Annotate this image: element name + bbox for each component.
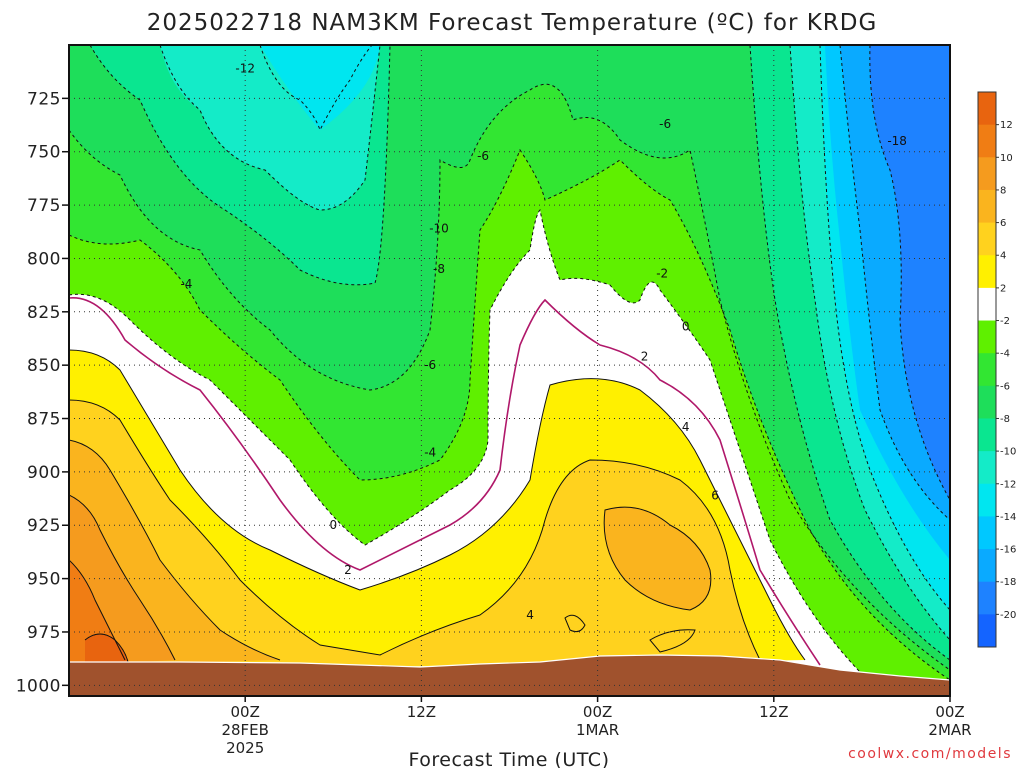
contour-label: -4 — [180, 277, 192, 291]
colorbar-label: -14 — [1000, 512, 1016, 523]
y-tick-label: 975 — [27, 623, 61, 643]
x-tick-label: 00Z — [583, 703, 612, 721]
freezing-line — [69, 297, 821, 666]
colorbar-swatch — [978, 353, 996, 387]
contour-label: -6 — [477, 149, 489, 163]
x-tick-label: 12Z — [759, 703, 788, 721]
contour-label: -2 — [656, 266, 668, 280]
x-tick-label: 2025 — [226, 739, 264, 757]
colorbar-swatch — [978, 418, 996, 452]
contour-label: -8 — [433, 262, 445, 276]
y-axis: 725 750 775 800 825 850 875 900 925 950 975 1000 — [16, 89, 69, 696]
contour-label: 4 — [682, 420, 690, 434]
colorbar-swatch — [978, 157, 996, 191]
colorbar-label: 2 — [1000, 283, 1006, 294]
x-tick-label: 00Z — [935, 703, 964, 721]
x-tick-label: 00Z — [231, 703, 260, 721]
y-tick-label: 950 — [27, 570, 61, 590]
terrain-edge — [69, 654, 950, 681]
grid-lines — [69, 45, 950, 696]
band-plus-12 — [85, 634, 128, 664]
colorbar-label: -6 — [1000, 381, 1010, 392]
plot-frame — [68, 44, 951, 697]
colorbar-swatch — [978, 385, 996, 419]
colorbar-swatch — [978, 255, 996, 289]
x-axis-label: Forecast Time (UTC) — [409, 749, 610, 768]
colorbar-label: -12 — [1000, 479, 1016, 490]
x-tick-label: 12Z — [407, 703, 436, 721]
contour-label: -4 — [424, 446, 436, 460]
y-tick-label: 800 — [27, 249, 61, 269]
colorbar-label: -2 — [1000, 316, 1010, 327]
y-tick-label: 725 — [27, 89, 61, 109]
colorbar-swatch — [978, 549, 996, 583]
colorbar-label: -10 — [1000, 447, 1016, 458]
colorbar-label: 12 — [1000, 120, 1013, 131]
colorbar-label: 10 — [1000, 153, 1013, 164]
x-tick-label: 28FEB — [221, 721, 268, 739]
contour-label: -6 — [424, 358, 436, 372]
colorbar-frame — [977, 91, 997, 648]
y-tick-label: 925 — [27, 516, 61, 536]
contour-label: 2 — [344, 563, 352, 577]
colorbar-label: -18 — [1000, 577, 1016, 588]
colorbar-swatch — [978, 614, 996, 648]
y-tick-label: 850 — [27, 356, 61, 376]
contour-label: 4 — [526, 608, 534, 622]
colorbar-swatch — [978, 189, 996, 224]
contour-label: -10 — [429, 222, 449, 236]
band-plus-6-east — [604, 507, 711, 610]
colorbar-swatch — [978, 222, 996, 256]
credit-text: coolwx.com/models — [848, 746, 1012, 762]
y-tick-label: 775 — [27, 196, 61, 216]
colorbar-swatch — [978, 124, 996, 158]
colorbar-swatch — [978, 92, 996, 126]
contour-label: 0 — [329, 518, 337, 532]
plot-area: -12 -6 -18 -6 -10 -2 -8 -4 0 -6 2 4 -4 6 0 2 4 — [69, 45, 950, 696]
colorbar-label: -8 — [1000, 414, 1010, 425]
contour-label: 6 — [711, 488, 719, 502]
negative-contours — [69, 45, 950, 681]
contour-label: -12 — [235, 61, 255, 75]
positive-contours — [69, 349, 806, 663]
colorbar-label: 8 — [1000, 185, 1006, 196]
x-tick-label: 2MAR — [928, 721, 971, 739]
y-tick-label: 875 — [27, 410, 61, 430]
y-tick-label: 900 — [27, 463, 61, 483]
colorbar-label: 4 — [1000, 251, 1006, 262]
colorbar-swatch — [978, 483, 996, 517]
colorbar-label: -20 — [1000, 610, 1016, 621]
contour-label: -6 — [659, 117, 671, 131]
chart-title: 2025022718 NAM3KM Forecast Temperature (… — [147, 10, 878, 36]
colorbar-swatch — [978, 287, 996, 322]
colorbar-swatch — [978, 320, 996, 354]
colorbar-label: 6 — [1000, 218, 1006, 229]
contour-labels: -12 -6 -18 -6 -10 -2 -8 -4 0 -6 2 4 -4 6 0 2 4 — [180, 61, 907, 622]
band-minus-14-top — [260, 45, 380, 130]
y-tick-label: 1000 — [16, 676, 61, 696]
band-plus-4 — [69, 400, 760, 672]
colorbar-label: -4 — [1000, 349, 1010, 360]
colorbar-swatch — [978, 516, 996, 550]
colorbar-swatch — [978, 451, 996, 485]
y-tick-label: 825 — [27, 303, 61, 323]
colorbar-label: -16 — [1000, 545, 1016, 556]
contour-label: 0 — [682, 320, 690, 334]
contour-label: -18 — [887, 134, 907, 148]
contour-label: 2 — [641, 350, 649, 364]
colorbar-swatch — [978, 581, 996, 615]
colorbar-legend: 12 10 8 6 4 2 -2 -4 -6 -8 -10 -12 -14 -16 -18 -20 — [977, 91, 1016, 648]
y-tick-label: 750 — [27, 143, 61, 163]
x-tick-label: 1MAR — [576, 721, 619, 739]
